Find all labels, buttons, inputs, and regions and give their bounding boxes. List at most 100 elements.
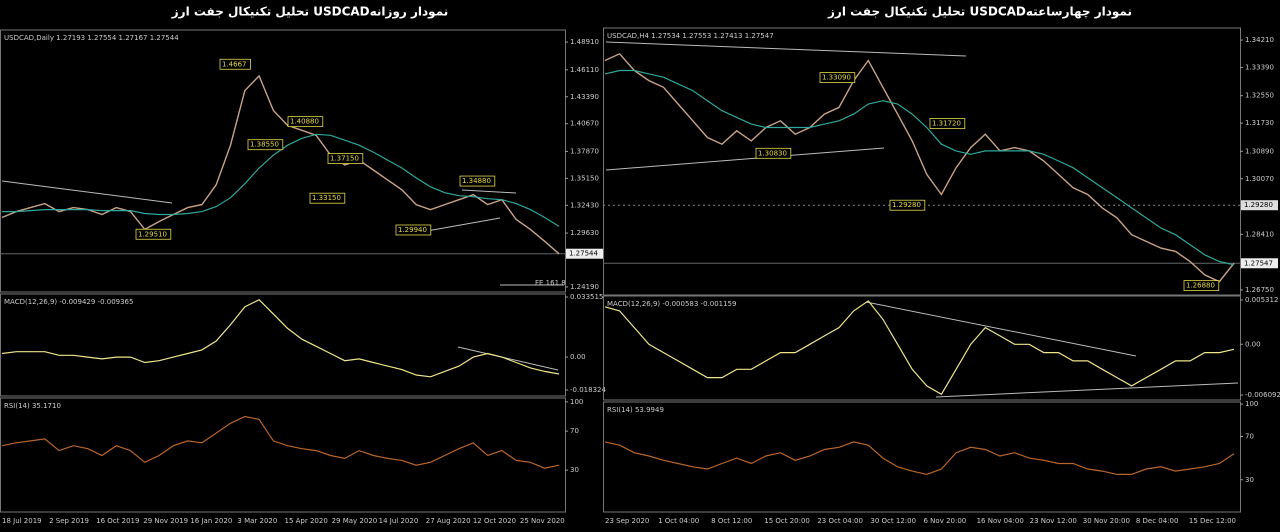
chart-title: تحلیل تکنیکال جفت ارز USDCADنمودار روزان…: [171, 5, 449, 20]
annotation-box: [929, 118, 966, 129]
y-tick-label: 1.24190: [570, 283, 599, 291]
x-tick-label: 29 May 2020: [332, 517, 378, 525]
y-tick-label: 1.32430: [570, 201, 599, 209]
annotation-box: [247, 139, 284, 151]
y-tick-label: 30: [570, 466, 579, 474]
annotation-box: [755, 147, 792, 159]
y-tick-label: 1.28410: [1245, 230, 1274, 238]
annotation-label: 1.33090: [822, 74, 851, 82]
annotation-label: 1.33150: [312, 194, 341, 202]
series-line: [604, 69, 1235, 266]
x-tick-label: 27 Aug 2020: [426, 517, 471, 525]
annotation-label: 1.38550: [250, 141, 279, 149]
annotation-label: 1.29510: [138, 230, 167, 238]
panel-border: [0, 29, 566, 293]
y-tick-label: -0.006092: [1245, 391, 1280, 399]
trend-line: [605, 41, 967, 57]
y-tick-label: 1.35150: [570, 174, 599, 182]
x-tick-label: 30 Oct 12:00: [870, 517, 916, 525]
y-tick-label: -0.018324: [570, 386, 606, 394]
annotation-box: [1183, 280, 1220, 292]
trend-line: [865, 301, 1137, 357]
x-tick-label: 3 Mar 2020: [237, 517, 277, 525]
level-label: 1.29280: [1244, 201, 1273, 209]
panel-subtitle: MACD(12,26,9) -0.000583 -0.001159: [607, 300, 736, 308]
y-tick-label: 1.30890: [1245, 147, 1274, 155]
annotation-label: 1.30830: [758, 149, 787, 157]
x-tick-label: 15 Dec 12:00: [1189, 517, 1236, 525]
y-tick-label: 1.29630: [570, 229, 599, 237]
panel-subtitle: RSI(14) 53.9949: [607, 406, 664, 414]
x-tick-label: 16 Nov 04:00: [977, 517, 1024, 525]
y-tick-label: 100: [570, 398, 583, 406]
x-tick-label: 6 Nov 20:00: [924, 517, 967, 525]
x-tick-label: 29 Nov 2019: [143, 517, 188, 525]
panel-subtitle: MACD(12,26,9) -0.009429 -0.009365: [4, 298, 133, 306]
panel-border: [603, 27, 1241, 296]
x-tick-label: 23 Oct 04:00: [817, 517, 863, 525]
panel-border: [0, 293, 566, 397]
x-tick-label: 23 Sep 2020: [605, 517, 649, 525]
current-price-box: [1241, 258, 1278, 269]
annotation-label: 1.40880: [290, 118, 319, 126]
y-tick-label: 0.005312: [1245, 296, 1278, 304]
current-price-label: 1.27547: [1244, 259, 1273, 267]
panel-subtitle: RSI(14) 35.1710: [4, 402, 61, 410]
x-tick-label: 8 Dec 04:00: [1136, 517, 1179, 525]
y-tick-label: 0.033515: [570, 293, 603, 301]
y-tick-label: 70: [570, 427, 579, 435]
y-tick-label: 70: [1245, 433, 1254, 441]
y-tick-label: 1.32550: [1245, 92, 1274, 100]
y-tick-label: 0.00: [570, 353, 586, 361]
x-tick-label: 8 Oct 12:00: [711, 517, 752, 525]
y-tick-label: 1.40670: [570, 120, 599, 128]
panel-subtitle: USDCAD,Daily 1.27193 1.27554 1.27167 1.2…: [4, 34, 179, 42]
annotation-box: [135, 228, 172, 240]
chart-title: تحلیل تکنیکال جفت ارز USDCADنمودار چهارس…: [827, 5, 1132, 20]
annotation-label: 1.34880: [462, 177, 491, 185]
trend-line: [1, 180, 173, 204]
trend-line: [457, 346, 559, 371]
series-line: [1, 298, 560, 378]
trend-line: [935, 382, 1239, 398]
series-line: [604, 300, 1235, 396]
series-line: [604, 441, 1235, 476]
x-tick-label: 2 Sep 2019: [49, 517, 89, 525]
y-tick-label: 1.26750: [1245, 286, 1274, 294]
y-tick-label: 1.43390: [570, 93, 599, 101]
annotation-label: 1.26880: [1186, 282, 1215, 290]
series-line: [1, 415, 560, 469]
x-tick-label: 15 Oct 20:00: [764, 517, 810, 525]
y-tick-label: 100: [1245, 400, 1258, 408]
current-price-box: [566, 248, 603, 259]
y-tick-label: 1.48910: [570, 38, 599, 46]
y-tick-label: 1.46110: [570, 66, 599, 74]
y-tick-label: 1.37870: [570, 147, 599, 155]
x-tick-label: 12 Oct 2020: [473, 517, 516, 525]
annotation-box: [395, 224, 432, 236]
panel-border: [603, 401, 1241, 513]
y-tick-label: 1.31730: [1245, 119, 1274, 127]
y-tick-label: 0.00: [1245, 340, 1261, 348]
annotation-box: [219, 58, 251, 70]
current-price-label: 1.27544: [569, 250, 598, 258]
level-box: [1241, 200, 1278, 211]
annotation-box: [327, 153, 364, 164]
x-tick-label: 16 Oct 2019: [96, 517, 139, 525]
panel-subtitle: USDCAD,H4 1.27534 1.27553 1.27413 1.2754…: [607, 32, 774, 40]
annotation-label: 1.29280: [892, 201, 921, 209]
trend-line: [605, 147, 885, 171]
annotation-box: [459, 175, 496, 187]
x-tick-label: 25 Nov 2020: [520, 517, 565, 525]
annotation-box: [287, 116, 324, 128]
series-line: [604, 52, 1235, 283]
y-tick-label: 1.30070: [1245, 175, 1274, 183]
y-tick-label: 1.33390: [1245, 64, 1274, 72]
series-line: [1, 74, 560, 255]
annotation-label: 1.31720: [932, 119, 961, 127]
annotation-label: 1.29940: [398, 226, 427, 234]
x-tick-label: 23 Nov 12:00: [1030, 517, 1077, 525]
trend-line: [461, 189, 517, 194]
